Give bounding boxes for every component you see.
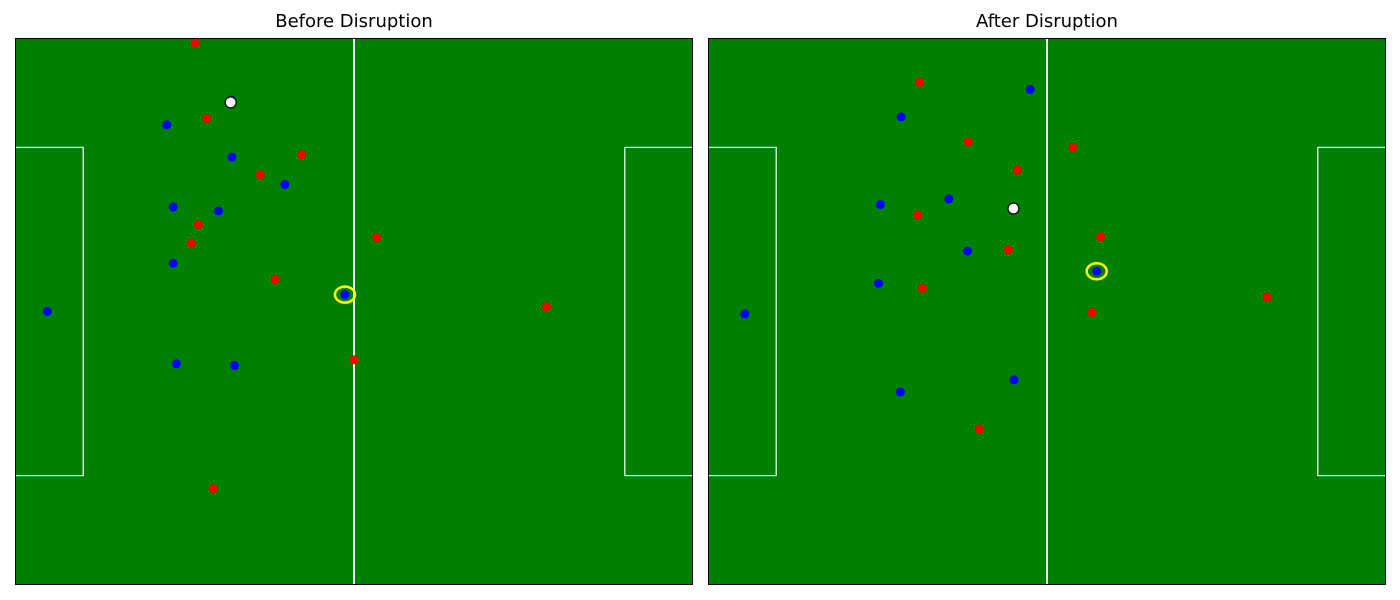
blue-player-point-before bbox=[168, 258, 178, 268]
chart-title-before: Before Disruption bbox=[275, 11, 433, 32]
red-player-point-after bbox=[1012, 165, 1022, 175]
red-player-point-after bbox=[974, 424, 984, 434]
red-player-point-before bbox=[190, 38, 200, 48]
ball-marker-before bbox=[224, 96, 237, 109]
red-player-point-before bbox=[202, 113, 212, 123]
blue-player-point-after bbox=[740, 309, 750, 319]
red-player-point-after bbox=[913, 210, 923, 220]
highlight-ring-before bbox=[333, 285, 357, 304]
red-player-point-after bbox=[917, 283, 927, 293]
axes-frame-before bbox=[15, 38, 693, 585]
blue-player-point-before bbox=[230, 360, 240, 370]
blue-player-point-after bbox=[963, 246, 973, 256]
axes-frame-after bbox=[708, 38, 1386, 585]
blue-player-point-before bbox=[340, 290, 350, 300]
pitch-after bbox=[707, 38, 1387, 585]
red-player-point-after bbox=[1087, 307, 1097, 317]
blue-player-point-after bbox=[1009, 375, 1019, 385]
red-player-point-after bbox=[1096, 232, 1106, 242]
red-player-point-before bbox=[541, 302, 551, 312]
blue-player-point-before bbox=[213, 206, 223, 216]
blue-player-point-before bbox=[168, 202, 178, 212]
blue-player-point-before bbox=[227, 152, 237, 162]
red-player-point-before bbox=[255, 170, 265, 180]
pitch-before bbox=[14, 38, 694, 585]
red-player-point-after bbox=[963, 137, 973, 147]
red-player-point-before bbox=[270, 274, 280, 284]
blue-player-point-before bbox=[280, 179, 290, 189]
blue-player-point-after bbox=[873, 278, 883, 288]
blue-player-point-before bbox=[162, 120, 172, 130]
red-player-point-before bbox=[372, 232, 382, 242]
red-player-point-after bbox=[915, 77, 925, 87]
red-player-point-before bbox=[297, 150, 307, 160]
blue-player-point-after bbox=[1025, 84, 1035, 94]
red-player-point-before bbox=[193, 220, 203, 230]
blue-player-point-before bbox=[171, 359, 181, 369]
blue-player-point-after bbox=[1092, 266, 1102, 276]
blue-player-point-after bbox=[895, 387, 905, 397]
red-player-point-after bbox=[1003, 245, 1013, 255]
blue-player-point-before bbox=[42, 307, 52, 316]
red-player-point-after bbox=[1068, 142, 1078, 152]
ball-marker-after bbox=[1007, 202, 1020, 215]
highlight-ring-after bbox=[1085, 262, 1108, 281]
red-player-point-before bbox=[349, 355, 359, 365]
red-player-point-after bbox=[1262, 292, 1272, 302]
blue-player-point-after bbox=[944, 194, 954, 204]
red-player-point-before bbox=[186, 238, 196, 248]
blue-player-point-after bbox=[875, 200, 885, 210]
blue-player-point-after bbox=[896, 112, 906, 122]
red-player-point-before bbox=[208, 483, 218, 493]
chart-title-after: After Disruption bbox=[976, 11, 1118, 32]
